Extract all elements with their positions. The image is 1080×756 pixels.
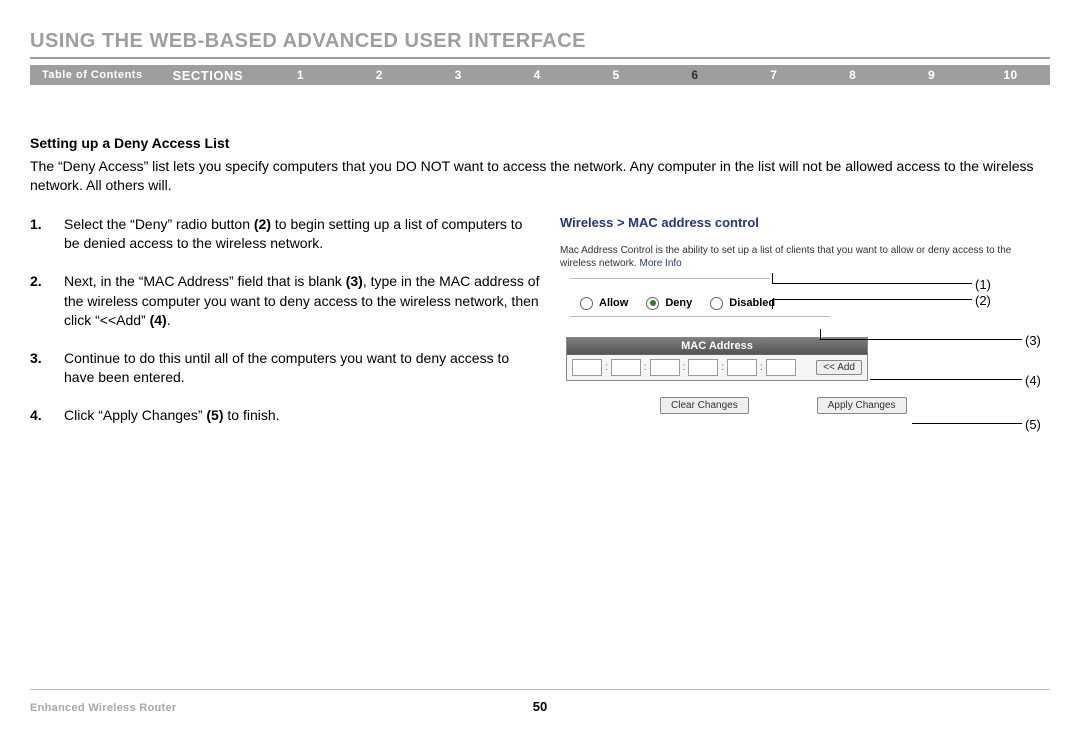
radio-disabled[interactable] bbox=[710, 297, 723, 310]
subheading: Setting up a Deny Access List bbox=[30, 135, 1050, 151]
add-button[interactable]: << Add bbox=[816, 360, 862, 375]
nav-section-5[interactable]: 5 bbox=[577, 68, 656, 82]
step-number: 3. bbox=[30, 349, 64, 388]
mac-input-row: : : : : : << Add bbox=[567, 355, 867, 380]
nav-section-2[interactable]: 2 bbox=[340, 68, 419, 82]
step: 2.Next, in the “MAC Address” field that … bbox=[30, 272, 540, 331]
footer-rule bbox=[30, 689, 1050, 690]
header-rule bbox=[30, 57, 1050, 59]
callout-4: (4) bbox=[1025, 373, 1041, 388]
more-info-link[interactable]: More Info bbox=[639, 258, 681, 269]
callout-3: (3) bbox=[1025, 333, 1041, 348]
radio-allow[interactable] bbox=[580, 297, 593, 310]
chapter-title: USING THE WEB-BASED ADVANCED USER INTERF… bbox=[30, 30, 1050, 53]
lead-3 bbox=[820, 339, 1022, 340]
ui-description: Mac Address Control is the ability to se… bbox=[560, 244, 1030, 270]
mac-field-3[interactable] bbox=[650, 359, 680, 376]
footer-product: Enhanced Wireless Router bbox=[30, 702, 176, 714]
breadcrumb: Wireless > MAC address control bbox=[560, 215, 1030, 230]
step: 3.Continue to do this until all of the c… bbox=[30, 349, 540, 388]
nav-section-1[interactable]: 1 bbox=[261, 68, 340, 82]
nav-section-3[interactable]: 3 bbox=[419, 68, 498, 82]
callout-1: (1) bbox=[975, 277, 991, 292]
lead-3v bbox=[820, 329, 821, 339]
mac-field-1[interactable] bbox=[572, 359, 602, 376]
radio-disabled-label: Disabled bbox=[729, 297, 775, 309]
divider bbox=[570, 278, 770, 279]
mac-field-5[interactable] bbox=[727, 359, 757, 376]
mac-field-6[interactable] bbox=[766, 359, 796, 376]
steps-list: 1.Select the “Deny” radio button (2) to … bbox=[30, 215, 540, 426]
ui-screenshot: Wireless > MAC address control Mac Addre… bbox=[560, 215, 1030, 414]
mac-field-4[interactable] bbox=[688, 359, 718, 376]
step-number: 2. bbox=[30, 272, 64, 331]
intro-text: The “Deny Access” list lets you specify … bbox=[30, 157, 1050, 195]
step: 1.Select the “Deny” radio button (2) to … bbox=[30, 215, 540, 254]
step-text: Select the “Deny” radio button (2) to be… bbox=[64, 215, 540, 254]
mac-table-header: MAC Address bbox=[567, 338, 867, 355]
nav-section-10[interactable]: 10 bbox=[971, 68, 1050, 82]
footer-page-number: 50 bbox=[533, 699, 547, 714]
lead-2v bbox=[772, 299, 773, 309]
nav-toc[interactable]: Table of Contents bbox=[30, 69, 155, 81]
step-number: 1. bbox=[30, 215, 64, 254]
apply-changes-button[interactable]: Apply Changes bbox=[817, 397, 907, 414]
lead-1v bbox=[772, 273, 773, 283]
radio-deny-label: Deny bbox=[665, 297, 692, 309]
nav-section-6[interactable]: 6 bbox=[656, 68, 735, 82]
radio-deny[interactable] bbox=[646, 297, 659, 310]
step-text: Continue to do this until all of the com… bbox=[64, 349, 540, 388]
nav-section-4[interactable]: 4 bbox=[498, 68, 577, 82]
step-number: 4. bbox=[30, 406, 64, 426]
step-text: Click “Apply Changes” (5) to finish. bbox=[64, 406, 280, 426]
divider bbox=[570, 316, 830, 317]
mac-table: MAC Address : : : : : << Add bbox=[566, 337, 868, 381]
nav-section-9[interactable]: 9 bbox=[892, 68, 971, 82]
ui-desc-text: Mac Address Control is the ability to se… bbox=[560, 245, 1011, 269]
callout-5: (5) bbox=[1025, 417, 1041, 432]
lead-4 bbox=[870, 379, 1022, 380]
step-text: Next, in the “MAC Address” field that is… bbox=[64, 272, 540, 331]
section-nav: Table of Contents SECTIONS 12345678910 bbox=[30, 65, 1050, 85]
callout-2: (2) bbox=[975, 293, 991, 308]
clear-changes-button[interactable]: Clear Changes bbox=[660, 397, 749, 414]
lead-2 bbox=[772, 299, 972, 300]
nav-section-8[interactable]: 8 bbox=[813, 68, 892, 82]
step: 4.Click “Apply Changes” (5) to finish. bbox=[30, 406, 540, 426]
mac-field-2[interactable] bbox=[611, 359, 641, 376]
lead-5 bbox=[912, 423, 1022, 424]
radio-allow-label: Allow bbox=[599, 297, 628, 309]
nav-sections-label: SECTIONS bbox=[155, 68, 261, 83]
nav-section-7[interactable]: 7 bbox=[734, 68, 813, 82]
lead-1 bbox=[772, 283, 972, 284]
